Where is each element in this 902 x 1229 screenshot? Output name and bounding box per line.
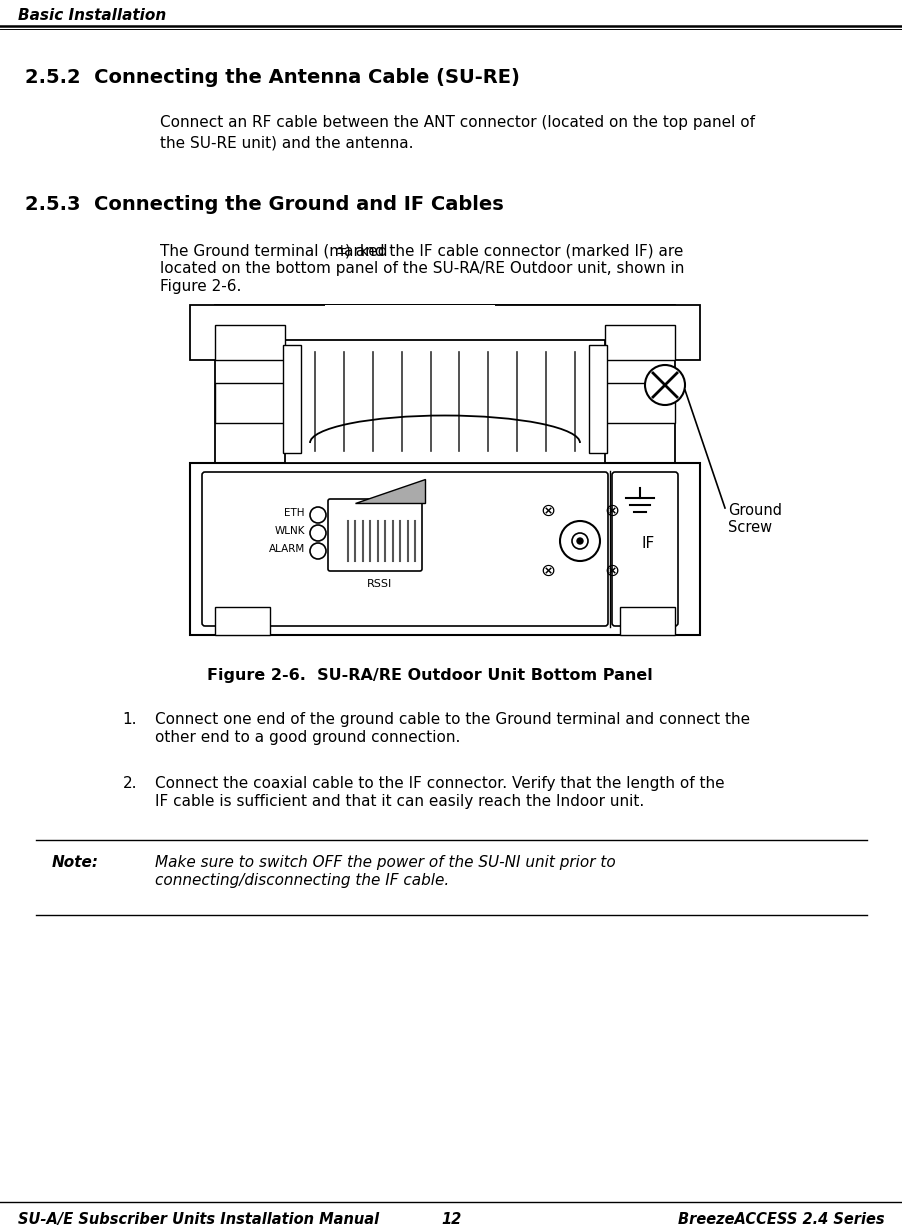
Text: the SU-RE unit) and the antenna.: the SU-RE unit) and the antenna. [160, 135, 413, 150]
Bar [604, 383, 675, 423]
Text: BreezeACCESS 2.4 Series: BreezeACCESS 2.4 Series [677, 1212, 884, 1227]
Text: ⊗: ⊗ [539, 562, 555, 580]
Text: ⊗: ⊗ [539, 501, 555, 520]
Text: 2.5.3  Connecting the Ground and IF Cables: 2.5.3 Connecting the Ground and IF Cable… [25, 195, 503, 214]
Text: ALARM: ALARM [269, 544, 305, 554]
FancyBboxPatch shape [327, 499, 421, 571]
Polygon shape [354, 479, 425, 503]
Text: ⊗: ⊗ [603, 501, 619, 520]
Text: RSSI: RSSI [367, 579, 392, 589]
Text: Connect the coaxial cable to the IF connector. Verify that the length of the: Connect the coaxial cable to the IF conn… [155, 775, 723, 791]
Text: Basic Installation: Basic Installation [18, 9, 166, 23]
Text: ±: ± [336, 243, 347, 257]
Bar [588, 345, 606, 454]
Bar [215, 607, 270, 635]
FancyBboxPatch shape [612, 472, 677, 626]
Text: Make sure to switch OFF the power of the SU-NI unit prior to: Make sure to switch OFF the power of the… [155, 855, 615, 870]
Text: SU-A/E Subscriber Units Installation Manual: SU-A/E Subscriber Units Installation Man… [18, 1212, 379, 1227]
Text: ⊗: ⊗ [603, 562, 619, 580]
Bar [215, 383, 285, 423]
Text: 2.5.2  Connecting the Antenna Cable (SU-RE): 2.5.2 Connecting the Antenna Cable (SU-R… [25, 68, 520, 87]
Text: IF: IF [641, 537, 655, 552]
Circle shape [309, 508, 326, 524]
Text: ) and the IF cable connector (marked IF) are: ) and the IF cable connector (marked IF)… [345, 243, 683, 258]
Text: Connect an RF cable between the ANT connector (located on the top panel of: Connect an RF cable between the ANT conn… [160, 116, 754, 130]
Bar [189, 305, 699, 360]
Bar [189, 463, 699, 635]
Bar [325, 305, 494, 336]
Bar [604, 324, 675, 360]
Circle shape [309, 525, 326, 541]
Bar [620, 607, 675, 635]
Text: 1.: 1. [123, 712, 137, 728]
Text: WLNK: WLNK [274, 526, 305, 536]
Circle shape [644, 365, 685, 406]
Text: Ground: Ground [727, 503, 781, 517]
Bar [215, 324, 285, 360]
Bar [215, 305, 675, 463]
Circle shape [576, 538, 583, 544]
Text: The Ground terminal (marked: The Ground terminal (marked [160, 243, 392, 258]
Text: IF cable is sufficient and that it can easily reach the Indoor unit.: IF cable is sufficient and that it can e… [155, 794, 643, 809]
Circle shape [309, 543, 326, 559]
Text: located on the bottom panel of the SU-RA/RE Outdoor unit, shown in: located on the bottom panel of the SU-RA… [160, 261, 684, 277]
FancyBboxPatch shape [202, 472, 607, 626]
Circle shape [571, 533, 587, 549]
Bar [285, 340, 604, 463]
Text: Screw: Screw [727, 520, 771, 535]
Bar [282, 345, 300, 454]
Text: Figure 2-6.: Figure 2-6. [160, 279, 241, 294]
Text: 12: 12 [441, 1212, 461, 1227]
Text: 2.: 2. [123, 775, 137, 791]
Text: other end to a good ground connection.: other end to a good ground connection. [155, 730, 460, 745]
Text: connecting/disconnecting the IF cable.: connecting/disconnecting the IF cable. [155, 873, 449, 889]
Text: ETH: ETH [284, 508, 305, 517]
Text: Note:: Note: [52, 855, 99, 870]
Text: Figure 2-6.  SU-RA/RE Outdoor Unit Bottom Panel: Figure 2-6. SU-RA/RE Outdoor Unit Bottom… [207, 669, 652, 683]
Text: Connect one end of the ground cable to the Ground terminal and connect the: Connect one end of the ground cable to t… [155, 712, 750, 728]
Circle shape [559, 521, 599, 560]
